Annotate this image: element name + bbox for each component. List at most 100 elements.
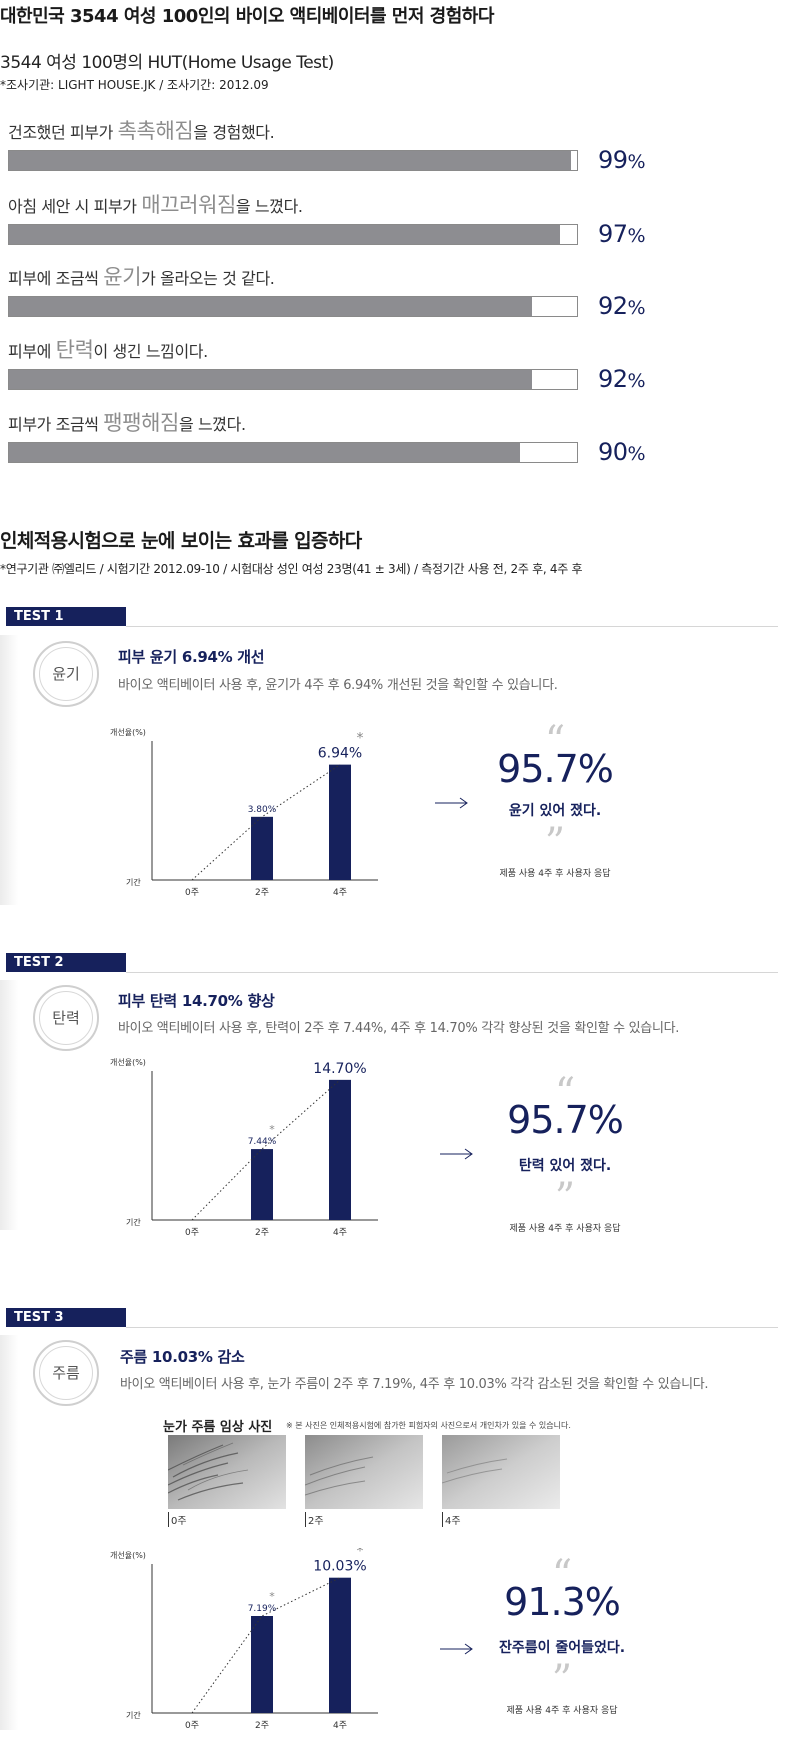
test2-circle: 탄력 xyxy=(33,985,99,1051)
hut-item: 피부에 조금씩 윤기가 올라오는 것 같다. 92% xyxy=(8,264,648,320)
test3-circle-label: 주름 xyxy=(39,1346,93,1400)
chart-tick-label: 0주 xyxy=(185,887,199,898)
test2-label: TEST 2 xyxy=(6,953,126,972)
chart-data-label: 3.80% xyxy=(248,805,277,815)
chart-bar xyxy=(251,816,273,880)
chart-bar xyxy=(329,764,351,880)
test1-result-text: 윤기 있어 졌다. xyxy=(508,803,602,819)
test2-divider xyxy=(126,972,778,973)
hut-percent-sign: % xyxy=(627,370,646,392)
chart-xlabel: 기간 xyxy=(126,877,141,887)
chart-tick-label: 2주 xyxy=(255,1720,269,1731)
photo-caption-week0: 0주 xyxy=(168,1512,187,1527)
chart-xlabel: 기간 xyxy=(126,1710,141,1720)
hut-progress-fill xyxy=(9,225,560,244)
hut-question: 피부가 조금씩 팽팽해짐을 느꼈다. xyxy=(8,410,648,436)
chart-ylabel: 개선율(%) xyxy=(110,1550,146,1560)
test3-result-pct: 91.3% xyxy=(504,1580,621,1624)
photo-note: ※ 본 사진은 인체적용시험에 참가한 피험자의 사진으로서 개인차가 있을 수… xyxy=(286,1421,571,1430)
chart-significance-asterisk: * xyxy=(357,1548,364,1560)
hut-progress-bar xyxy=(8,442,578,463)
test2-desc: 바이오 액티베이터 사용 후, 탄력이 2주 후 7.44%, 4주 후 14.… xyxy=(118,1021,680,1036)
chart-significance-asterisk: * xyxy=(269,1590,275,1603)
hut-percent: 97% xyxy=(598,220,646,248)
hut-percent-sign: % xyxy=(627,443,646,465)
hut-progress-fill xyxy=(9,151,572,170)
hut-question-emphasis: 팽팽해짐 xyxy=(103,411,179,435)
test2-result-text: 탄력 있어 졌다. xyxy=(518,1158,612,1174)
chart-significance-asterisk: * xyxy=(357,731,364,747)
chart-significance-asterisk: * xyxy=(357,1055,364,1062)
hut-question: 피부에 조금씩 윤기가 올라오는 것 같다. xyxy=(8,264,648,290)
wrinkle-photo-week2 xyxy=(305,1435,423,1509)
test2-circle-label: 탄력 xyxy=(39,991,93,1045)
chart-tick-label: 2주 xyxy=(255,887,269,898)
photo-caption-week2: 2주 xyxy=(305,1512,324,1527)
test1-quote-open-icon: “ xyxy=(544,718,566,764)
wrinkle-photo-week4 xyxy=(442,1435,560,1509)
test1-quote-close-icon: ” xyxy=(544,820,566,866)
test3-quote-close-icon: ” xyxy=(551,1657,573,1703)
chart-tick-label: 4주 xyxy=(333,1720,347,1731)
test3-circle: 주름 xyxy=(33,1340,99,1406)
test2-result-note: 제품 사용 4주 후 사용자 응답 xyxy=(509,1224,621,1234)
test2-result-pct: 95.7% xyxy=(507,1098,624,1142)
hut-question-emphasis: 탄력 xyxy=(55,338,94,362)
hut-percent-number: 97 xyxy=(598,220,628,248)
chart-tick-label: 4주 xyxy=(333,887,347,898)
chart-data-label: 6.94% xyxy=(318,746,362,762)
hut-percent-sign: % xyxy=(627,151,646,173)
chart-data-label: 7.19% xyxy=(248,1604,277,1614)
test3-result-text: 잔주름이 줄어들었다. xyxy=(498,1640,626,1656)
test3-chart: 개선율(%) 기간 0주 2주 4주 7.19% * 10.03% * xyxy=(110,1544,430,1733)
test2-quote-open-icon: “ xyxy=(554,1070,576,1116)
test3-quote-open-icon: “ xyxy=(551,1552,573,1598)
chart-significance-asterisk: * xyxy=(269,1123,275,1136)
chart-data-label: 7.44% xyxy=(248,1137,277,1147)
hut-question: 건조했던 피부가 촉촉해짐을 경험했다. xyxy=(8,118,648,144)
chart-ylabel: 개선율(%) xyxy=(110,1057,146,1067)
test3-shadow xyxy=(0,1335,18,1730)
hut-title: 대한민국 3544 여성 100인의 바이오 액티베이터를 먼저 경험하다 xyxy=(0,6,494,27)
chart-tick-label: 0주 xyxy=(185,1227,199,1238)
photo-caption-week4: 4주 xyxy=(442,1512,461,1527)
test1-shadow xyxy=(0,635,18,905)
hut-percent: 90% xyxy=(598,438,646,466)
hut-percent-number: 92 xyxy=(598,365,628,393)
test1-label: TEST 1 xyxy=(6,607,126,626)
test1-desc: 바이오 액티베이터 사용 후, 윤기가 4주 후 6.94% 개선된 것을 확인… xyxy=(118,678,558,693)
chart-data-label: 14.70% xyxy=(313,1061,366,1077)
test2-arrow-icon xyxy=(440,1148,473,1160)
test3-arrow-icon xyxy=(440,1643,473,1655)
test1-result-pct: 95.7% xyxy=(497,747,614,791)
chart-ylabel: 개선율(%) xyxy=(110,727,146,737)
photo-title: 눈가 주름 임상 사진 xyxy=(163,1420,273,1435)
test3-divider xyxy=(126,1327,778,1328)
chart-bar xyxy=(251,1149,273,1220)
hut-progress-bar xyxy=(8,296,578,317)
test2-quote-close-icon: ” xyxy=(554,1175,576,1221)
test2-shadow xyxy=(0,980,18,1230)
chart-trend-line xyxy=(191,1079,341,1221)
hut-meta: *조사기관: LIGHT HOUSE.JK / 조사기간: 2012.09 xyxy=(0,78,269,92)
hut-question-text: 피부가 조금씩 xyxy=(8,415,104,434)
hut-item: 피부가 조금씩 팽팽해짐을 느꼈다. 90% xyxy=(8,410,648,466)
hut-progress-fill xyxy=(9,443,521,462)
hut-subtitle: 3544 여성 100명의 HUT(Home Usage Test) xyxy=(0,53,334,73)
hut-question-text: 피부에 조금씩 xyxy=(8,269,104,288)
hut-item: 건조했던 피부가 촉촉해짐을 경험했다. 99% xyxy=(8,118,648,174)
test1-title: 피부 윤기 6.94% 개선 xyxy=(118,648,265,666)
clinical-title: 인체적용시험으로 눈에 보이는 효과를 입증하다 xyxy=(0,530,362,552)
hut-percent-number: 92 xyxy=(598,292,628,320)
hut-question-text: 을 느꼈다. xyxy=(178,415,246,434)
hut-percent: 92% xyxy=(598,292,646,320)
chart-bar xyxy=(329,1577,351,1713)
chart-trend-line xyxy=(191,764,341,881)
hut-percent: 92% xyxy=(598,365,646,393)
hut-percent-number: 90 xyxy=(598,438,628,466)
test1-result-note: 제품 사용 4주 후 사용자 응답 xyxy=(499,869,611,879)
test1-divider xyxy=(126,626,778,627)
hut-question-text: 건조했던 피부가 xyxy=(8,123,118,142)
chart-data-label: 10.03% xyxy=(313,1559,366,1575)
